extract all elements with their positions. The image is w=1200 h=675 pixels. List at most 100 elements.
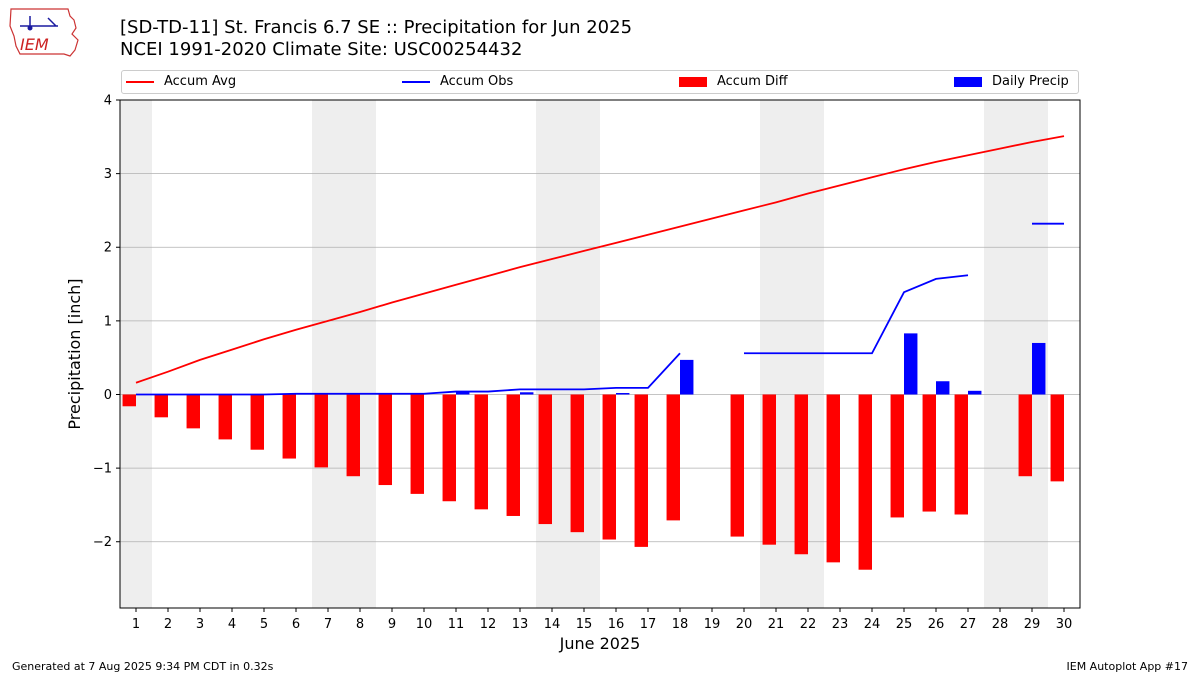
y-tick-label: −1	[93, 462, 112, 477]
chart-subtitle: NCEI 1991-2020 Climate Site: USC00254432	[120, 39, 523, 60]
weekend-band	[312, 100, 376, 608]
daily-precip-bar	[936, 381, 950, 395]
accum-diff-bar	[666, 394, 680, 521]
legend-swatch	[126, 80, 154, 83]
y-tick-label: 1	[104, 314, 112, 329]
x-tick-label: 4	[228, 617, 236, 632]
x-tick-label: 3	[196, 617, 204, 632]
accum-diff-bar	[1050, 394, 1064, 482]
accum-diff-bar	[474, 394, 488, 510]
accum-lines	[135, 135, 1065, 396]
accum-diff-bar	[346, 394, 360, 477]
x-tick-label: 11	[448, 617, 465, 632]
legend-swatch	[679, 76, 707, 87]
legend-label: Daily Precip	[992, 74, 1069, 89]
x-tick-label: 25	[896, 617, 913, 632]
x-tick-label: 8	[356, 617, 364, 632]
x-tick-label: 14	[544, 617, 561, 632]
weekend-band	[984, 100, 1048, 608]
x-tick-label: 28	[992, 617, 1009, 632]
y-tick-label: 2	[104, 241, 112, 256]
x-tick-label: 9	[388, 617, 396, 632]
accum-diff-bar	[506, 394, 520, 516]
y-tick-label: 4	[104, 94, 112, 109]
x-tick-label: 26	[928, 617, 945, 632]
x-tick-label: 12	[480, 617, 497, 632]
legend-item-accum-obs: Accum Obs	[402, 74, 513, 89]
daily-precip-bar	[456, 392, 470, 395]
daily-precip-bar	[296, 393, 310, 395]
x-tick-label: 1	[132, 617, 140, 632]
accum-diff-bar	[858, 394, 872, 570]
weekend-band	[760, 100, 824, 608]
x-tick-label: 13	[512, 617, 529, 632]
accum-diff-bar	[122, 394, 136, 407]
x-tick-label: 22	[800, 617, 817, 632]
accum-diff-bar	[730, 394, 744, 537]
accum-diff-bar	[890, 394, 904, 518]
footer-generated: Generated at 7 Aug 2025 9:34 PM CDT in 0…	[12, 660, 274, 673]
accum-diff-bar	[634, 394, 648, 547]
legend-label: Accum Obs	[440, 74, 514, 89]
legend-label: Accum Avg	[164, 74, 237, 89]
accum-obs-line	[744, 274, 969, 355]
accum-diff-bar	[282, 394, 296, 459]
footer-app: IEM Autoplot App #17	[1066, 660, 1189, 673]
legend-item-accum-avg: Accum Avg	[126, 74, 236, 89]
accum-diff-bar	[250, 394, 264, 450]
accum-diff-bar	[218, 394, 232, 440]
legend-item-accum-diff: Accum Diff	[679, 74, 788, 89]
x-tick-label: 24	[864, 617, 881, 632]
x-tick-label: 7	[324, 617, 332, 632]
accum-avg-line	[135, 135, 1065, 384]
x-tick-label: 10	[416, 617, 433, 632]
x-tick-label: 2	[164, 617, 172, 632]
daily-precip-bar	[1032, 342, 1046, 395]
accum-diff-bar	[762, 394, 776, 545]
x-tick-label: 6	[292, 617, 300, 632]
legend-label: Accum Diff	[717, 74, 788, 89]
accum-diff-bar	[954, 394, 968, 515]
x-tick-label: 27	[960, 617, 977, 632]
x-tick-label: 20	[736, 617, 753, 632]
daily-precip-bar	[520, 392, 534, 395]
accum-diff-bar	[442, 394, 456, 502]
daily-precip-bar	[904, 333, 918, 395]
accum-diff-bar	[602, 394, 616, 540]
legend-swatch	[402, 80, 430, 83]
legend-swatch	[954, 76, 982, 87]
accum-diff-bar	[410, 394, 424, 494]
weekend-band	[120, 100, 152, 608]
y-axis-label: Precipitation [inch]	[65, 278, 84, 429]
accum-diff-bar	[314, 394, 328, 468]
x-tick-label: 29	[1024, 617, 1041, 632]
chart-title: [SD-TD-11] St. Francis 6.7 SE :: Precipi…	[120, 17, 633, 38]
plot-frame	[119, 99, 1081, 609]
x-axis-ticks: 1 2 3 4 5 6 7 8 9 10 11 12 13 14 15 16 17 18 19 20 21 22 23 24 2…	[132, 608, 1072, 632]
accum-diff-bar	[154, 394, 168, 418]
x-tick-label: 5	[260, 617, 268, 632]
accum-diff-bar	[922, 394, 936, 512]
x-tick-label: 30	[1056, 617, 1073, 632]
daily-precip-bars	[296, 333, 1046, 395]
y-tick-label: 3	[104, 167, 112, 182]
daily-precip-bar	[616, 393, 630, 395]
x-tick-label: 17	[640, 617, 657, 632]
accum-diff-bar	[794, 394, 808, 555]
x-tick-label: 15	[576, 617, 593, 632]
legend: Accum Avg Accum Obs Accum Diff Daily Pre…	[121, 70, 1079, 94]
x-tick-label: 21	[768, 617, 785, 632]
accum-diff-bar	[826, 394, 840, 563]
logo-text: IEM	[20, 35, 49, 54]
y-gridlines	[120, 173, 1080, 543]
x-tick-label: 19	[704, 617, 721, 632]
daily-precip-bar	[968, 390, 982, 395]
accum-diff-bar	[570, 394, 584, 533]
y-tick-label: −2	[93, 535, 112, 550]
x-tick-label: 23	[832, 617, 849, 632]
x-tick-label: 16	[608, 617, 625, 632]
daily-precip-bar	[680, 359, 694, 395]
accum-diff-bar	[1018, 394, 1032, 477]
legend-item-daily-precip: Daily Precip	[954, 74, 1069, 89]
weekend-shading	[120, 100, 1048, 608]
